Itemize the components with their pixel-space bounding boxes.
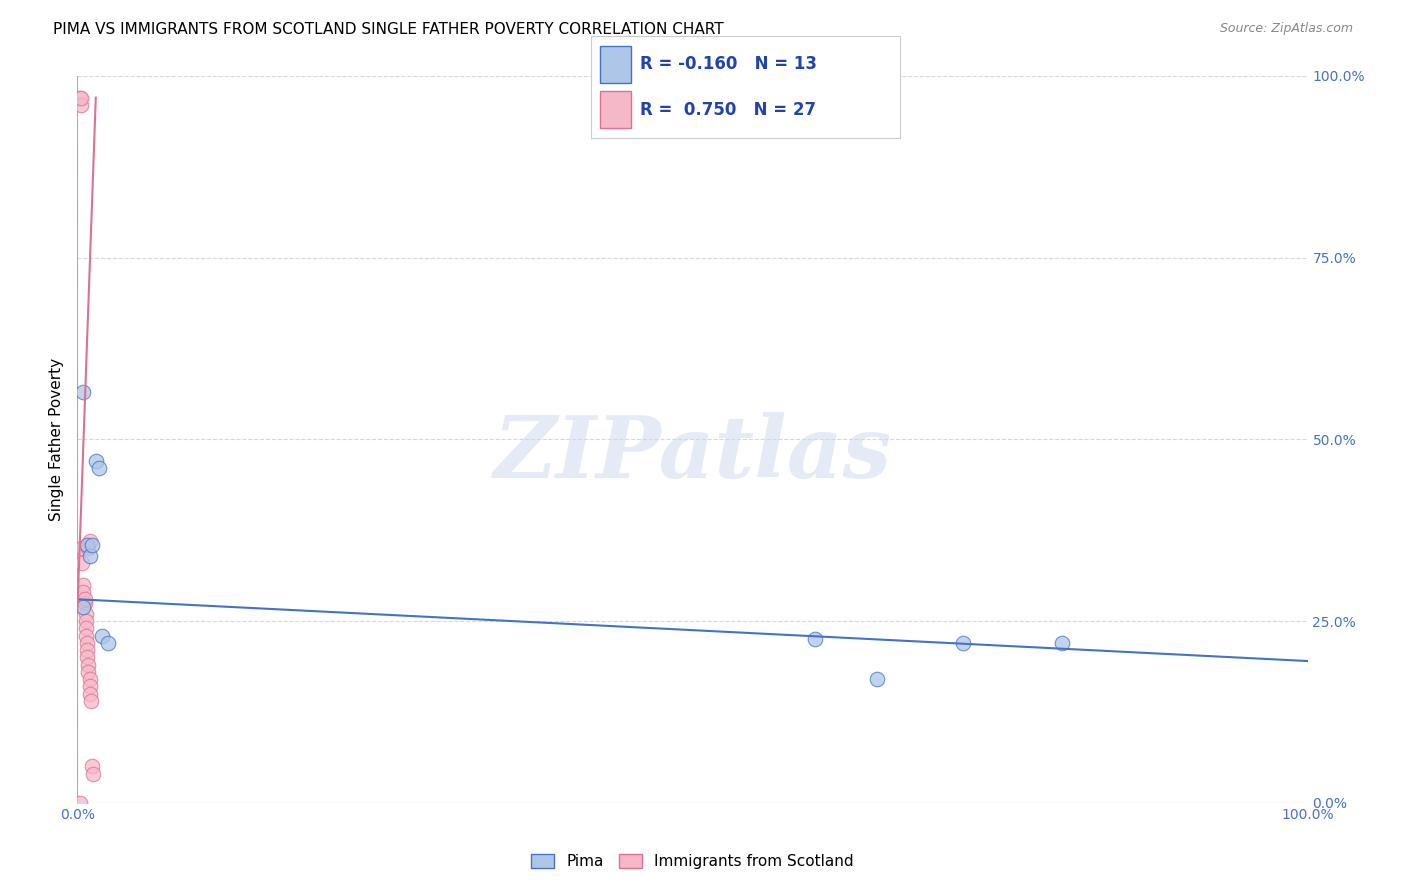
Text: Source: ZipAtlas.com: Source: ZipAtlas.com [1219,22,1353,36]
Point [80,694,103,708]
Point [79,672,101,686]
Text: PIMA VS IMMIGRANTS FROM SCOTLAND SINGLE FATHER POVERTY CORRELATION CHART: PIMA VS IMMIGRANTS FROM SCOTLAND SINGLE … [53,22,724,37]
Y-axis label: Single Father Poverty: Single Father Poverty [49,358,65,521]
Point [79,687,101,701]
Point [75,621,97,635]
Point [82,766,104,780]
FancyBboxPatch shape [600,91,631,128]
Text: R =  0.750   N = 27: R = 0.750 N = 27 [640,101,815,119]
Point [77,665,100,679]
Point [77,541,100,556]
Legend: Pima, Immigrants from Scotland: Pima, Immigrants from Scotland [524,847,860,875]
Point [70,556,93,570]
Point [1050,636,1073,650]
Point [75,607,97,621]
Point [76,643,98,657]
Point [76,636,98,650]
Point [73,592,96,607]
Point [75,629,97,643]
Point [75,614,97,628]
Point [77,657,100,672]
Point [866,672,889,686]
Point [72,599,94,614]
Point [72,585,94,599]
Point [97,636,120,650]
Point [69,90,91,104]
Point [79,534,101,549]
Point [79,549,101,563]
Point [76,538,98,552]
Point [79,680,101,694]
Point [82,538,104,552]
Point [72,385,94,400]
Point [70,98,93,112]
Point [90,629,114,643]
Point [72,578,94,592]
Text: ZIPatlas: ZIPatlas [494,412,891,496]
Point [952,636,974,650]
Point [70,541,93,556]
Point [76,650,98,665]
Text: R = -0.160   N = 13: R = -0.160 N = 13 [640,55,817,73]
Point [89,461,111,475]
Point [70,90,93,104]
FancyBboxPatch shape [600,46,631,83]
Point [73,596,96,610]
Point [69,796,91,810]
Point [82,759,104,773]
Point [84,454,107,468]
Point [804,632,827,647]
